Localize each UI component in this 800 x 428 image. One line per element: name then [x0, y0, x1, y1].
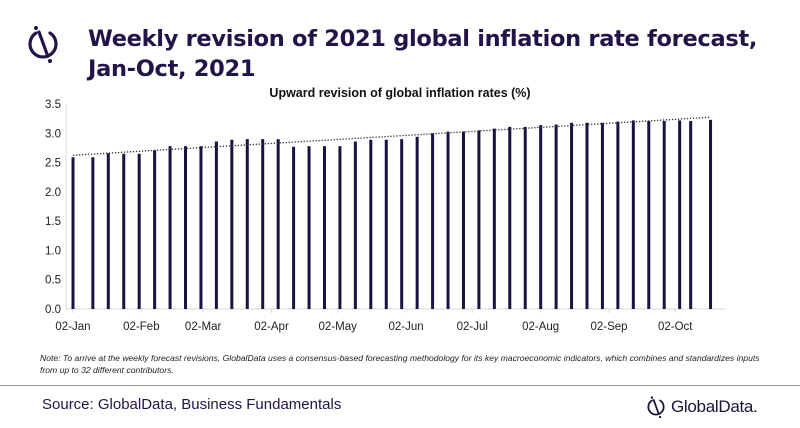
y-tick-label: 0.5: [45, 275, 61, 287]
globaldata-logo-icon: [28, 26, 58, 63]
bar: [214, 141, 218, 309]
bar: [477, 130, 481, 309]
bar: [384, 139, 388, 309]
y-tick-label: 2.0: [45, 187, 61, 199]
x-tick-label: 02-Jun: [389, 321, 424, 333]
bar: [662, 120, 666, 310]
bars: [71, 119, 713, 310]
bar: [184, 146, 188, 309]
bar: [647, 120, 651, 310]
bar: [554, 124, 558, 309]
bar: [431, 133, 435, 309]
bar: [616, 121, 620, 310]
bar: [292, 146, 296, 309]
bar: [689, 120, 693, 310]
bar: [276, 139, 280, 309]
chart-note: Note: To arrive at the weekly forecast r…: [40, 353, 760, 375]
source-text: Source: GlobalData, Business Fundamental…: [42, 396, 342, 413]
bar: [461, 131, 465, 309]
bar: [137, 153, 141, 309]
bar: [91, 157, 95, 309]
trendline: [72, 116, 711, 156]
bar: [523, 126, 527, 310]
globaldata-logo-icon: [647, 396, 665, 419]
bar: [322, 146, 326, 309]
x-tick-label: 02-Feb: [123, 321, 159, 333]
bar: [307, 146, 311, 309]
bar: [446, 131, 450, 309]
x-tick-label: 02-Sep: [591, 321, 628, 333]
x-tick-label: 02-Apr: [254, 321, 289, 333]
brand-logo: GlobalData.: [646, 395, 758, 419]
bar: [508, 126, 512, 310]
bar: [168, 146, 172, 309]
brand-name: GlobalData.: [671, 397, 758, 416]
x-tick-label: 02-Mar: [185, 321, 222, 333]
divider: [0, 385, 800, 386]
x-tick-label: 02-Oct: [658, 321, 693, 333]
bar: [585, 122, 589, 309]
y-tick-label: 1.5: [45, 216, 61, 228]
bar: [106, 153, 110, 309]
trendline-line: [72, 116, 711, 156]
x-tick-label: 02-Jul: [457, 321, 488, 333]
x-axis: 02-Jan 02-Feb 02-Mar 02-Apr 02-May 02-Jun 02-J…: [55, 308, 725, 333]
y-axis: 0.0 0.5 1.0 1.5 2.0 2.5 3.0 3.5: [45, 99, 67, 316]
bar: [261, 139, 265, 309]
page-title: Weekly revision of 2021 global inflation…: [88, 26, 758, 82]
bar-chart: 0.00.51.01.52.02.53.03.5 02-Jan 02-Feb 02-…: [45, 99, 725, 333]
bar: [245, 139, 249, 309]
y-tick-label: 1.0: [45, 245, 61, 257]
bar: [678, 120, 682, 309]
bar: [153, 150, 157, 309]
bar: [230, 139, 234, 309]
y-tick-label: 3.5: [45, 99, 61, 111]
bar: [709, 119, 713, 309]
bar: [600, 122, 604, 309]
bar: [353, 141, 357, 309]
bar: [570, 122, 574, 309]
chart-title: Upward revision of global inflation rate…: [269, 86, 531, 100]
bar: [199, 146, 203, 309]
bar: [539, 125, 543, 309]
bar: [492, 128, 496, 309]
bar: [369, 139, 373, 309]
y-tick-label: 2.5: [45, 158, 61, 170]
bar: [400, 139, 404, 309]
x-tick-label: 02-Aug: [522, 321, 559, 333]
bar: [631, 120, 635, 309]
bar: [338, 146, 342, 309]
bar: [122, 153, 126, 309]
bar: [71, 157, 75, 309]
x-tick-label: 02-May: [319, 321, 358, 333]
bar: [415, 136, 419, 309]
y-tick-label: 3.0: [45, 128, 61, 140]
y-tick-label: 0.0: [45, 304, 61, 316]
x-tick-label: 02-Jan: [55, 321, 90, 333]
